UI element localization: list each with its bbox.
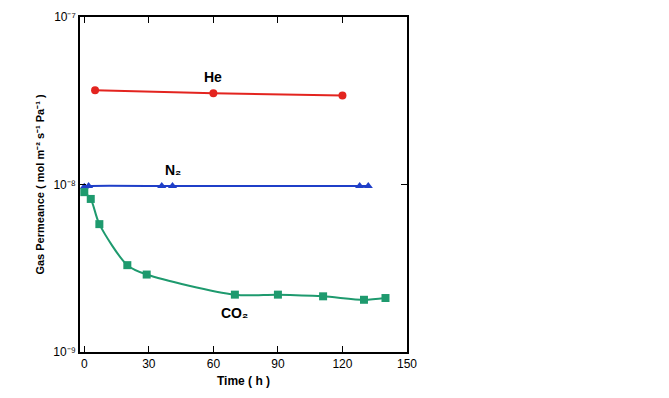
svg-text:150: 150 bbox=[397, 357, 417, 371]
svg-text:60: 60 bbox=[207, 357, 221, 371]
svg-text:120: 120 bbox=[332, 357, 352, 371]
svg-text:30: 30 bbox=[142, 357, 156, 371]
svg-text:He: He bbox=[204, 69, 222, 85]
svg-text:10⁻⁸: 10⁻⁸ bbox=[53, 178, 75, 192]
svg-text:0: 0 bbox=[81, 357, 88, 371]
svg-text:Gas Permeance ( mol m⁻² s⁻¹ Pa: Gas Permeance ( mol m⁻² s⁻¹ Pa⁻¹ ) bbox=[34, 94, 46, 274]
svg-text:10⁻⁷: 10⁻⁷ bbox=[54, 10, 76, 24]
svg-text:CO₂: CO₂ bbox=[221, 305, 248, 321]
svg-text:90: 90 bbox=[271, 357, 285, 371]
svg-text:Time ( h ): Time ( h ) bbox=[217, 374, 270, 388]
svg-text:N₂: N₂ bbox=[165, 162, 181, 178]
svg-text:10⁻⁹: 10⁻⁹ bbox=[53, 345, 76, 359]
